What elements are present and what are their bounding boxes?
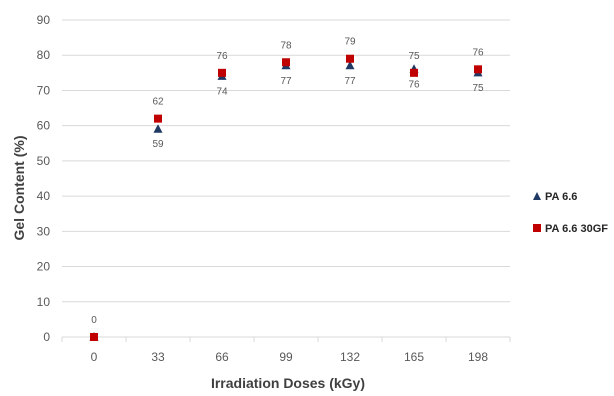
y-tick-label: 0 [43, 330, 50, 344]
y-tick-label: 10 [37, 295, 51, 309]
x-axis-ticks: 0 33 66 99 132 165 198 [61, 337, 511, 364]
pa66-30gf-data-label: 75 [408, 51, 420, 62]
pa66-data-label: 77 [280, 76, 292, 87]
pa66-30gf-data-label: 76 [472, 47, 484, 58]
x-axis-title: Irradiation Doses (kGy) [211, 375, 365, 391]
legend-label: PA 6.6 30GF [545, 223, 608, 235]
y-tick-label: 80 [37, 48, 51, 62]
legend: PA 6.6 PA 6.6 30GF [533, 191, 608, 235]
triangle-marker-icon [533, 192, 541, 200]
x-tick-label: 33 [151, 350, 165, 364]
pa66-data-label: 74 [216, 86, 228, 97]
pa66-data-label: 77 [344, 76, 356, 87]
x-tick-label: 165 [404, 350, 424, 364]
data-labels: 59 74 77 77 76 75 0 62 76 78 79 75 76 [91, 37, 484, 326]
data-points [89, 54, 483, 341]
pa66-30gf-data-label: 79 [344, 37, 356, 48]
pa66-30gf-data-label: 78 [280, 40, 292, 51]
pa66-data-label: 75 [472, 83, 484, 94]
pa66-30gf-data-label: 62 [152, 97, 164, 108]
y-tick-label: 50 [37, 154, 51, 168]
pa66-data-label: 59 [152, 139, 164, 150]
legend-item-pa66-30gf: PA 6.6 30GF [533, 223, 608, 235]
y-tick-label: 90 [37, 13, 51, 27]
legend-item-pa66: PA 6.6 [533, 191, 577, 203]
pa66-30gf-point [346, 54, 354, 63]
x-tick-label: 66 [215, 350, 229, 364]
x-tick-label: 0 [91, 350, 98, 364]
pa66-30gf-data-label: 76 [216, 51, 228, 62]
pa66-30gf-data-label: 0 [91, 315, 97, 326]
gridlines [62, 19, 510, 338]
pa66-30gf-point [410, 68, 418, 77]
y-axis-ticks: 0 10 20 30 40 50 60 70 80 90 [37, 13, 51, 344]
y-tick-label: 30 [37, 224, 51, 238]
pa66-30gf-point [154, 114, 162, 123]
y-tick-label: 40 [37, 189, 51, 203]
pa66-point [153, 124, 163, 133]
x-tick-label: 132 [340, 350, 360, 364]
pa66-30gf-point [474, 65, 482, 74]
pa66-point [345, 60, 355, 70]
x-tick-label: 198 [468, 350, 488, 364]
y-tick-label: 20 [37, 260, 51, 274]
pa66-30gf-point [218, 68, 226, 77]
y-axis-title: Gel Content (%) [11, 136, 27, 241]
square-marker-icon [533, 224, 541, 232]
y-tick-label: 60 [37, 119, 51, 133]
legend-label: PA 6.6 [545, 191, 577, 203]
pa66-30gf-point [90, 333, 98, 341]
pa66-30gf-point [282, 58, 290, 67]
x-tick-label: 99 [279, 350, 293, 364]
pa66-data-label: 76 [408, 79, 420, 90]
y-tick-label: 70 [37, 83, 51, 97]
